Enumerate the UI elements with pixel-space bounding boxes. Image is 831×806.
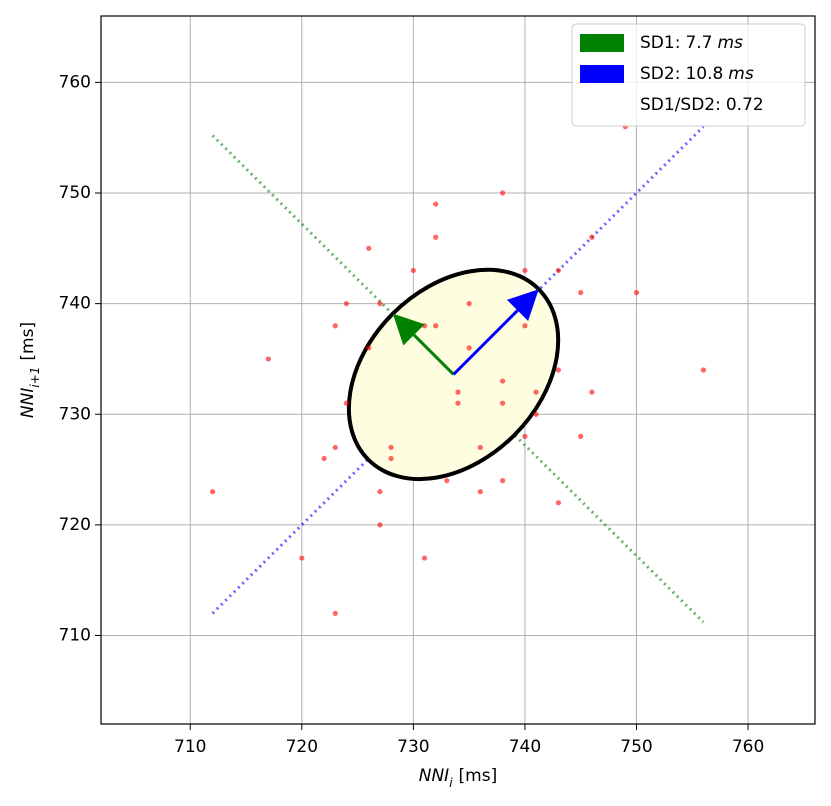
data-point [522, 323, 528, 329]
data-point [500, 400, 506, 406]
data-point [555, 267, 562, 274]
sd-arrow-shaft [452, 309, 519, 376]
axis-label-sub: i+1 [28, 367, 42, 388]
data-point [433, 234, 439, 240]
data-point [388, 444, 394, 451]
data-point [533, 411, 539, 417]
legend-patch [580, 65, 624, 83]
data-point [589, 234, 595, 240]
data-point [555, 367, 562, 373]
data-point [321, 455, 327, 462]
data-point [533, 389, 539, 395]
data-point [455, 389, 461, 395]
axis-label-sub: i [449, 776, 453, 790]
plot-frame [100, 15, 816, 725]
x-label: NNIi [ms] [419, 766, 497, 790]
y-tick-label: 710 [59, 626, 91, 646]
data-point [455, 400, 461, 406]
data-point [589, 389, 595, 395]
legend-label: SD1: 7.7 ms [640, 33, 743, 53]
y-tick-label: 750 [59, 183, 91, 203]
axis-label-unit: [ms] [18, 322, 38, 361]
identity-line [211, 125, 705, 615]
legend-frame [571, 23, 806, 127]
legend-patch [580, 34, 624, 52]
legend-label: SD2: 10.8 ms [640, 64, 754, 84]
data-point [343, 301, 350, 307]
data-point [377, 301, 383, 307]
data-point [477, 489, 483, 495]
y-tick-label: 720 [59, 515, 91, 535]
legend-name: SD1: [640, 33, 680, 53]
data-point [343, 400, 350, 406]
axis-label-base: NNI [419, 766, 449, 786]
data-point [466, 301, 472, 307]
y-tick-label: 760 [59, 72, 91, 92]
data-point [332, 323, 338, 329]
legend-value: 7.7 [685, 33, 712, 53]
data-point [332, 444, 338, 451]
data-point [366, 245, 372, 251]
legend-value: 10.8 [685, 64, 723, 84]
data-point [500, 378, 506, 384]
data-point [555, 500, 562, 506]
axis-label-unit: [ms] [459, 766, 498, 786]
legend-name: SD1/SD2: [640, 95, 721, 115]
y-tick-label: 730 [59, 404, 91, 424]
y-label: NNIi+1 [ms] [18, 322, 42, 418]
x-tick-label: 720 [286, 737, 318, 757]
axis-label-base: NNI [18, 388, 38, 418]
perpendicular-line [211, 134, 705, 624]
data-point [209, 489, 216, 495]
data-point [522, 433, 528, 439]
legend-name: SD2: [640, 64, 680, 84]
data-point [444, 478, 450, 484]
data-point [388, 455, 394, 462]
data-point [421, 555, 428, 561]
data-point [366, 345, 372, 351]
data-point [377, 522, 383, 528]
sd-arrow-head [506, 289, 539, 322]
y-tick-label: 740 [59, 294, 91, 314]
plot-area [209, 124, 707, 624]
data-point [500, 190, 506, 196]
data-point [578, 289, 584, 296]
data-point [700, 367, 707, 373]
x-tick-label: 730 [397, 737, 429, 757]
x-tick-label: 750 [620, 737, 652, 757]
data-point [433, 201, 439, 207]
data-point [500, 478, 506, 484]
data-point [578, 433, 584, 439]
data-point [433, 323, 439, 329]
sd-arrow-head [392, 313, 425, 346]
sd-arrow-shaft [412, 333, 455, 376]
legend-unit: ms [717, 33, 743, 53]
data-point [265, 356, 271, 362]
x-tick-label: 740 [509, 737, 541, 757]
data-point [477, 444, 483, 451]
x-tick-label: 760 [732, 737, 764, 757]
legend-value: 0.72 [726, 95, 764, 115]
legend-unit: ms [728, 64, 754, 84]
legend-label: SD1/SD2: 0.72 [640, 95, 764, 115]
x-tick-label: 710 [174, 737, 206, 757]
data-point [377, 489, 383, 495]
data-point [410, 267, 416, 274]
data-point [522, 267, 528, 274]
data-point [299, 555, 305, 561]
data-point [332, 610, 338, 616]
data-point [633, 289, 640, 296]
data-point [466, 345, 472, 351]
